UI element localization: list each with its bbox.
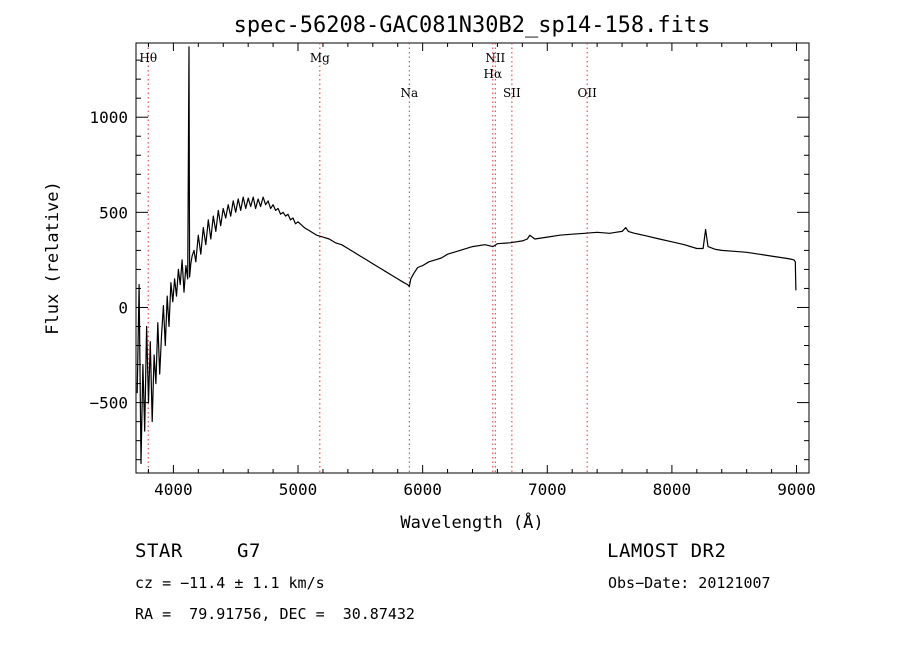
spectral-line-label: OII [577, 86, 597, 100]
spectral-line-label: Hθ [139, 51, 157, 65]
y-axis-label: Flux (relative) [43, 181, 63, 335]
object-type: STAR [135, 540, 183, 562]
spectrum-series [136, 46, 797, 465]
x-axis-label: Wavelength (Å) [400, 511, 543, 533]
spectral-line-label: Na [400, 86, 418, 100]
x-tick-label: 5000 [279, 480, 318, 499]
observation-date: Obs−Date: 20121007 [608, 574, 771, 592]
object-subclass: G7 [237, 540, 261, 562]
redshift-value: cz = −11.4 ± 1.1 km/s [135, 574, 325, 592]
survey-name: LAMOST DR2 [607, 540, 727, 562]
y-tick-label: 0 [118, 298, 128, 317]
coordinates: RA = 79.91756, DEC = 30.87432 [135, 605, 415, 623]
y-tick-label: 1000 [89, 108, 128, 127]
chart-title: spec-56208-GAC081N30B2_sp14-158.fits [234, 13, 711, 38]
x-tick-label: 9000 [777, 480, 816, 499]
x-tick-label: 8000 [653, 480, 692, 499]
x-axis: 4000 5000 6000 7000 8000 9000 [147, 43, 816, 499]
spectral-line-label: Hα [484, 67, 503, 81]
spectral-line-label: NII [485, 51, 505, 65]
spectral-line-label: SII [503, 86, 521, 100]
x-tick-label: 6000 [403, 480, 442, 499]
plot-frame [135, 42, 810, 474]
y-tick-label: −500 [89, 394, 128, 413]
spectral-line-label: Mg [310, 51, 330, 65]
y-axis: −500 0 500 1000 [89, 59, 809, 461]
x-tick-label: 7000 [528, 480, 567, 499]
y-tick-label: 500 [99, 203, 128, 222]
x-tick-label: 4000 [154, 480, 193, 499]
